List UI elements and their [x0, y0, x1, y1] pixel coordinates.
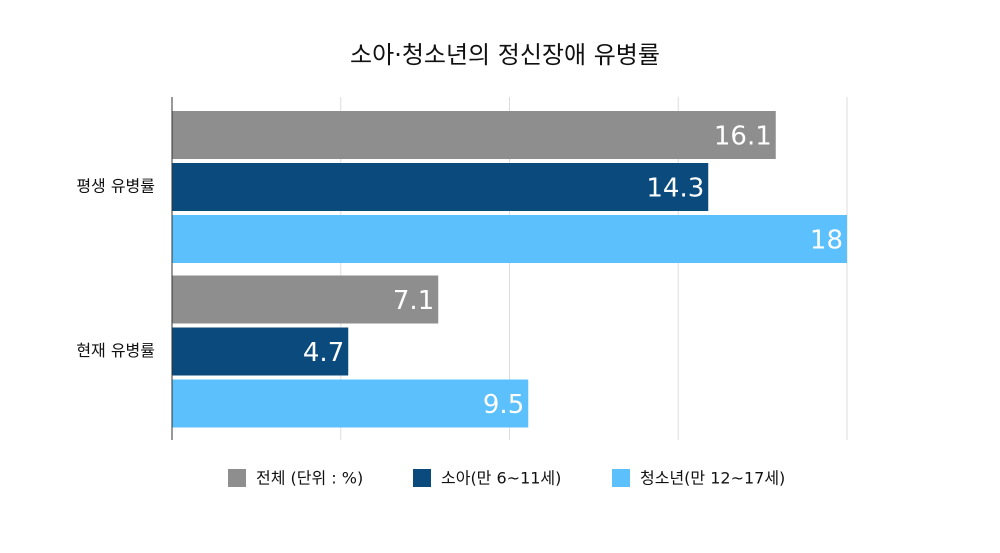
y-tick-label: 평생 유병률 [76, 177, 155, 196]
legend-swatch [413, 469, 431, 487]
legend-swatch [228, 469, 246, 487]
value-label: 18 [810, 226, 843, 256]
bar [172, 275, 439, 324]
value-label: 14.3 [646, 174, 704, 204]
bar [172, 111, 776, 159]
value-label: 4.7 [303, 338, 344, 368]
bar [172, 163, 709, 211]
legend-label: 전체 (단위 : %) [256, 469, 363, 488]
chart-title: 소아·청소년의 정신장애 유병률 [350, 41, 660, 69]
legend-swatch [612, 469, 630, 487]
value-label: 7.1 [393, 286, 434, 316]
value-label: 16.1 [714, 122, 772, 152]
bar [172, 379, 529, 428]
legend-label: 소아(만 6~11세) [441, 469, 561, 488]
bar [172, 327, 349, 376]
bar [172, 215, 847, 263]
legend-label: 청소년(만 12~17세) [640, 469, 785, 488]
y-tick-label: 현재 유병률 [76, 341, 155, 360]
value-label: 9.5 [483, 390, 524, 420]
